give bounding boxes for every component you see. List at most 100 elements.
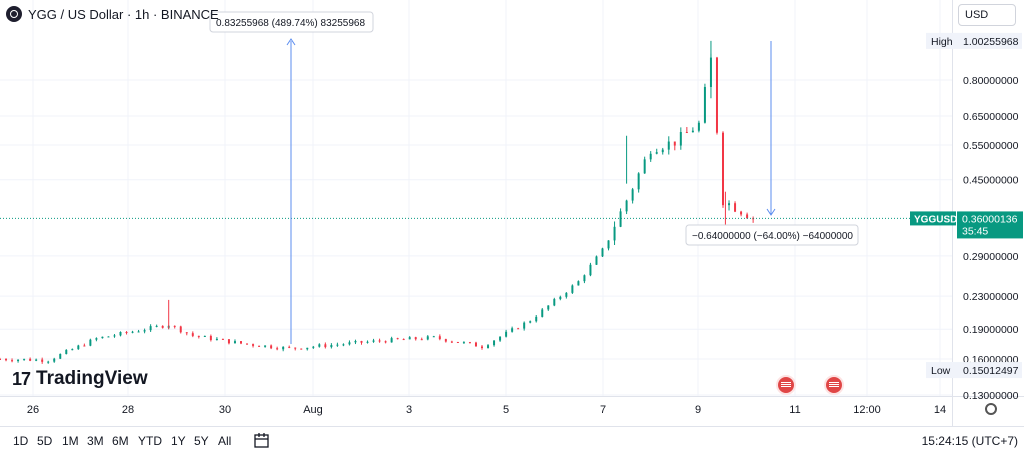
candle-body: [384, 341, 387, 343]
candle-body: [643, 159, 646, 174]
time-tick-label: 30: [219, 404, 231, 416]
candle-body: [366, 341, 369, 343]
candle-body: [529, 321, 532, 323]
candle-body: [468, 342, 471, 344]
candle-body: [137, 331, 140, 333]
candle-body: [607, 240, 610, 249]
tradingview-mark-icon: 17: [12, 368, 31, 389]
candle-body: [511, 328, 514, 332]
candle-body: [474, 342, 477, 347]
candle-body: [360, 340, 363, 343]
symbol-header[interactable]: YGG / US Dollar · 1h · BINANCE: [6, 6, 219, 22]
timeframe-3m[interactable]: 3M: [87, 434, 104, 448]
candle-body: [553, 299, 556, 306]
price-tick-label: 0.65000000: [963, 111, 1019, 123]
low-tag-label: Low: [931, 365, 951, 377]
timeframe-all[interactable]: All: [218, 434, 232, 448]
candle-body: [264, 345, 267, 347]
candle-body: [583, 275, 586, 282]
settings-icon[interactable]: [985, 403, 997, 415]
measure-label-down-box: [685, 224, 859, 246]
candle-body: [649, 153, 652, 160]
candle-body: [29, 358, 32, 361]
candle-body: [83, 345, 86, 347]
candle-body: [535, 316, 538, 322]
candle-body: [59, 353, 62, 359]
candle-body: [637, 173, 640, 190]
arrow-down-icon: [766, 208, 776, 216]
last-price-value: 0.36000136: [962, 213, 1018, 225]
time-tick-label: 12:00: [853, 404, 881, 416]
low-tag-value: 0.15012497: [963, 365, 1019, 377]
timeframe-1d[interactable]: 1D: [13, 434, 29, 448]
candle-body: [252, 344, 255, 346]
candle-body: [288, 346, 291, 348]
candle-body: [703, 86, 706, 123]
grid-lines: [0, 0, 952, 396]
bottom-toolbar: 1D 5D 1M 3M 6M YTD 1Y 5Y All 15:24:15 (U…: [0, 426, 1024, 456]
candle-body: [348, 342, 351, 345]
timeframe-5y[interactable]: 5Y: [194, 434, 209, 448]
candle-body: [233, 341, 236, 344]
candle-body: [342, 344, 345, 346]
price-axis[interactable]: 0.130000000.160000000.190000000.23000000…: [910, 32, 1023, 402]
candle-body: [197, 335, 200, 337]
candle-body: [601, 248, 604, 257]
candle-body: [450, 341, 453, 343]
candle-body: [577, 281, 580, 286]
candle-body: [456, 341, 459, 343]
candle-body: [390, 338, 393, 343]
candle-body: [715, 57, 718, 133]
candle-body: [71, 349, 74, 351]
price-tick-label: 0.23000000: [963, 291, 1019, 303]
candle-body: [125, 332, 128, 334]
candle-body: [661, 149, 664, 153]
timeframe-1y[interactable]: 1Y: [171, 434, 186, 448]
candle-body: [318, 344, 321, 347]
candle-body: [722, 132, 724, 206]
tradingview-logo[interactable]: 17 TradingView: [12, 368, 148, 390]
measure-tool[interactable]: 0.83255968 (489.74%) 83255968 −0.64000000…: [209, 11, 859, 344]
candle-body: [559, 296, 562, 300]
candle-body: [336, 344, 339, 346]
time-tick-label: 11: [789, 404, 800, 416]
candle-body: [173, 325, 176, 327]
candle-body: [179, 326, 182, 333]
time-axis[interactable]: 26 28 30 Aug 3 5 7 9 11 12:00 14: [27, 404, 946, 416]
candle-body: [728, 203, 731, 206]
candle-body: [697, 122, 700, 131]
candle-body: [354, 340, 357, 343]
price-tick-label: 0.29000000: [963, 251, 1019, 263]
timeframe-5d[interactable]: 5D: [37, 434, 53, 448]
timeframe-ytd[interactable]: YTD: [138, 434, 162, 448]
candle-body: [227, 339, 230, 344]
timeframe-1m[interactable]: 1M: [62, 434, 79, 448]
currency-select[interactable]: USD: [958, 4, 1016, 26]
candle-body: [625, 200, 628, 212]
calendar-range-icon[interactable]: [253, 432, 271, 450]
candle-body: [673, 141, 676, 146]
candle-body: [517, 328, 520, 330]
candle-body: [378, 340, 381, 342]
high-tag-value: 1.00255968: [963, 36, 1019, 48]
candle-body: [481, 346, 483, 349]
brand-name: TradingView: [36, 368, 148, 389]
event-flag-icon[interactable]: [824, 375, 844, 395]
high-tag-label: High: [931, 36, 953, 48]
candle-body: [191, 333, 194, 336]
candle-body: [35, 359, 38, 361]
price-chart[interactable]: 0.83255968 (489.74%) 83255968 −0.64000000…: [0, 0, 1024, 426]
timeframe-6m[interactable]: 6M: [112, 434, 129, 448]
candle-body: [276, 348, 279, 350]
candle-body: [131, 331, 134, 333]
candle-body: [113, 335, 116, 337]
event-flag-icon[interactable]: [776, 375, 796, 395]
candle-body: [246, 343, 249, 345]
candle-body: [619, 211, 622, 227]
candle-body: [107, 336, 110, 338]
time-tick-label: 3: [406, 404, 412, 416]
candle-body: [47, 361, 50, 363]
last-price-bg: [957, 211, 1023, 239]
price-tick-label: 0.80000000: [963, 75, 1019, 87]
clock[interactable]: 15:24:15 (UTC+7): [921, 434, 1018, 448]
